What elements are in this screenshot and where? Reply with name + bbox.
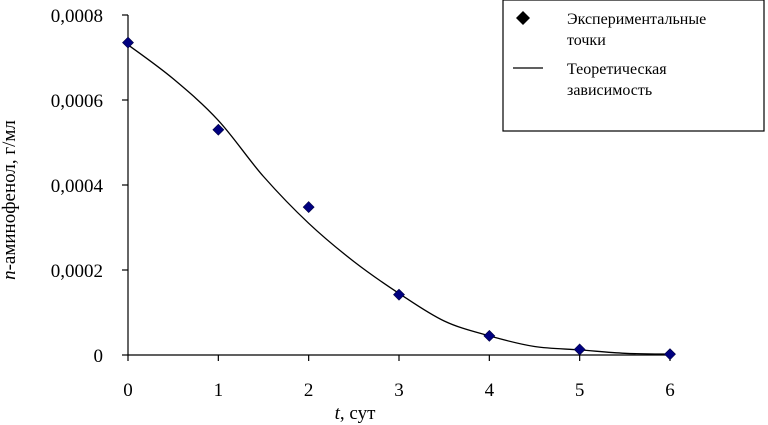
experimental-point [122,36,134,49]
y-tick-label: 0 [94,346,104,367]
experimental-point [483,329,496,342]
x-tick-label: 5 [575,380,585,401]
experimental-point [664,348,676,361]
x-axis-variable: t [335,403,341,424]
y-axis-unit: -аминофенол, г/мл [0,120,20,271]
experimental-point [302,201,315,214]
x-tick-label: 2 [304,380,314,401]
experimental-point [393,288,405,301]
y-ticks: 0 0,0002 0,0004 0,0006 0,0008 [51,6,128,367]
x-tick-label: 1 [214,380,224,401]
x-ticks: 0 1 2 3 4 5 6 [123,355,675,401]
legend-box [502,0,765,132]
x-axis-title: t, сут [335,403,376,424]
x-tick-label: 0 [123,380,133,401]
experimental-points-group [122,36,676,361]
legend-markers-label-line2: точки [567,32,606,49]
legend-diamond-icon [516,11,530,25]
legend-line-label-line1: Теоретическая [567,61,667,78]
x-axis-unit: , сут [340,403,376,424]
y-tick-label: 0,0008 [51,6,103,27]
experimental-point [573,343,586,356]
experimental-point [212,123,225,136]
x-tick-label: 3 [394,380,404,401]
y-tick-label: 0,0002 [51,261,103,282]
legend-markers-label-line1: Экспериментальные [567,11,706,28]
legend-line-label-line2: зависимость [567,82,652,99]
x-tick-label: 6 [665,380,675,401]
y-axis-variable: n [0,270,20,280]
y-tick-label: 0,0004 [51,176,104,197]
x-tick-label: 4 [485,380,495,401]
legend: Экспериментальные точки Теоретическая за… [502,0,765,132]
y-axis-title: n-аминофенол, г/мл [0,120,20,280]
y-tick-label: 0,0006 [51,91,103,112]
